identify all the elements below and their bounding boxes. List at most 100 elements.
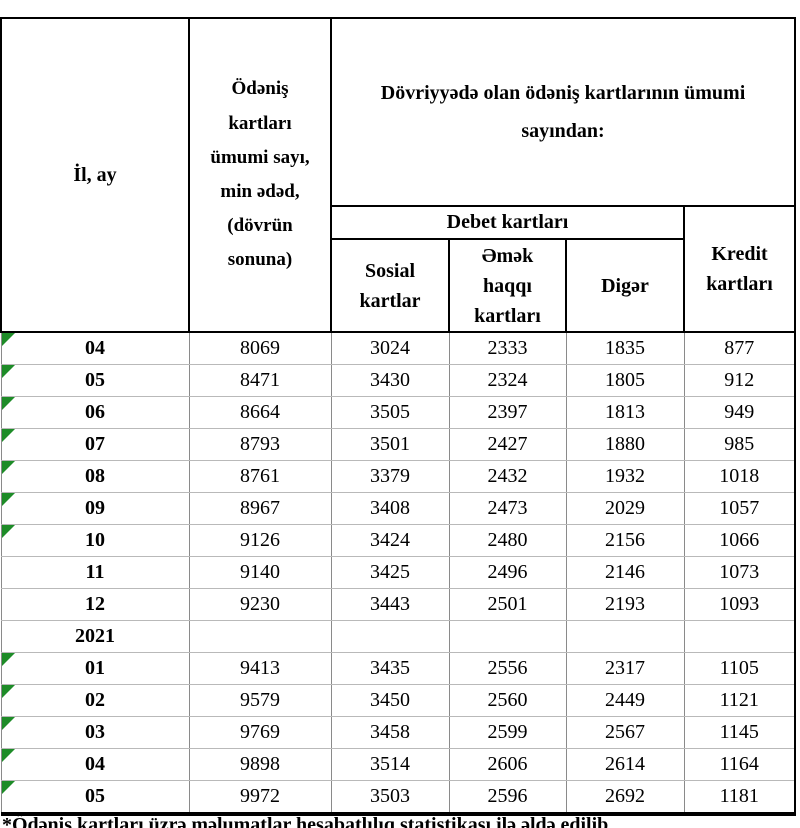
cell-total: 9898 xyxy=(188,748,332,781)
table-row: 05 9972 3503 2596 2692 1181 xyxy=(0,780,796,815)
table-row: 01 9413 3435 2556 2317 1105 xyxy=(0,652,796,685)
period-label: 09 xyxy=(85,497,105,519)
period-label: 01 xyxy=(85,657,105,679)
cell-credit: 912 xyxy=(683,364,796,397)
footnote: *Ödəniş kartları üzrə məlumatlar hesabat… xyxy=(2,814,609,828)
table-row: 2021 xyxy=(0,620,796,653)
excel-flag-icon xyxy=(1,653,15,666)
cell-total: 9972 xyxy=(188,780,332,815)
cell-period: 05 xyxy=(0,780,190,815)
cell-salary: 2480 xyxy=(448,524,567,557)
cell-period: 2021 xyxy=(0,620,190,653)
cell-total: 8471 xyxy=(188,364,332,397)
cell-credit: 1181 xyxy=(683,780,796,815)
cell-social: 3435 xyxy=(330,652,450,685)
table-header: İl, ay Ödəniş kartları ümumi sayı, min ə… xyxy=(0,17,797,333)
cell-salary: 2473 xyxy=(448,492,567,525)
cell-social: 3505 xyxy=(330,396,450,429)
header-year-month: İl, ay xyxy=(0,17,190,333)
excel-flag-icon xyxy=(1,397,15,410)
cell-social: 3501 xyxy=(330,428,450,461)
cell-total: 8967 xyxy=(188,492,332,525)
cell-total: 8793 xyxy=(188,428,332,461)
cell-credit: 949 xyxy=(683,396,796,429)
excel-flag-icon xyxy=(1,493,15,506)
excel-flag-icon xyxy=(1,749,15,762)
period-label: 08 xyxy=(85,465,105,487)
period-label: 07 xyxy=(85,433,105,455)
cell-other: 2029 xyxy=(565,492,685,525)
cell-credit: 1018 xyxy=(683,460,796,493)
cell-other: 2692 xyxy=(565,780,685,815)
cell-salary: 2427 xyxy=(448,428,567,461)
table-row: 09 8967 3408 2473 2029 1057 xyxy=(0,492,796,525)
header-row-3: Sosial kartlar Əmək haqqı kartları Digər xyxy=(1,238,795,333)
cell-other: 2156 xyxy=(565,524,685,557)
header-circulation-group: Dövriyyədə olan ödəniş kartlarının ümumi… xyxy=(329,17,797,207)
cell-other: 1813 xyxy=(565,396,685,429)
cell-period: 05 xyxy=(0,364,190,397)
cell-credit: 1093 xyxy=(683,588,796,621)
cell-other: 1880 xyxy=(565,428,685,461)
cell-total: 8069 xyxy=(188,331,332,365)
cell-period: 02 xyxy=(0,684,190,717)
table-row: 04 8069 3024 2333 1835 877 xyxy=(0,331,796,365)
header-total-cards: Ödəniş kartları ümumi sayı, min ədəd, (d… xyxy=(188,17,332,333)
excel-flag-icon xyxy=(1,685,15,698)
cell-other: 2146 xyxy=(565,556,685,589)
cell-credit: 877 xyxy=(683,331,796,365)
excel-flag-icon xyxy=(1,461,15,474)
cell-salary: 2501 xyxy=(448,588,567,621)
cell-total: 9126 xyxy=(188,524,332,557)
period-label: 03 xyxy=(85,721,105,743)
cell-period: 06 xyxy=(0,396,190,429)
cell-other: 1835 xyxy=(565,331,685,365)
excel-flag-icon xyxy=(1,717,15,730)
cell-total xyxy=(188,620,332,653)
cell-credit: 1066 xyxy=(683,524,796,557)
cell-total: 9769 xyxy=(188,716,332,749)
cell-other: 2317 xyxy=(565,652,685,685)
table-row: 04 9898 3514 2606 2614 1164 xyxy=(0,748,796,781)
cell-salary: 2333 xyxy=(448,331,567,365)
period-label: 04 xyxy=(85,753,105,775)
table-row: 12 9230 3443 2501 2193 1093 xyxy=(0,588,796,621)
cell-credit: 1145 xyxy=(683,716,796,749)
header-row-1: İl, ay Ödəniş kartları ümumi sayı, min ə… xyxy=(0,17,797,333)
cell-total: 9230 xyxy=(188,588,332,621)
cell-other: 2614 xyxy=(565,748,685,781)
header-social-cards: Sosial kartlar xyxy=(330,238,450,333)
header-row-2: Debet kartları Kredit kartları xyxy=(1,205,797,333)
excel-flag-icon xyxy=(1,365,15,378)
payment-cards-table: İl, ay Ödəniş kartları ümumi sayı, min ə… xyxy=(0,17,797,816)
period-label: 02 xyxy=(85,689,105,711)
cell-total: 9140 xyxy=(188,556,332,589)
table-row: 10 9126 3424 2480 2156 1066 xyxy=(0,524,796,557)
cell-salary: 2397 xyxy=(448,396,567,429)
cell-salary xyxy=(448,620,567,653)
cell-other: 1932 xyxy=(565,460,685,493)
cell-total: 8664 xyxy=(188,396,332,429)
cell-social: 3425 xyxy=(330,556,450,589)
excel-flag-icon xyxy=(1,429,15,442)
cell-total: 8761 xyxy=(188,460,332,493)
cell-credit: 1057 xyxy=(683,492,796,525)
excel-flag-icon xyxy=(1,333,15,346)
cell-salary: 2432 xyxy=(448,460,567,493)
period-label: 2021 xyxy=(75,625,115,647)
period-label: 06 xyxy=(85,401,105,423)
table-row: 08 8761 3379 2432 1932 1018 xyxy=(0,460,796,493)
cell-social: 3408 xyxy=(330,492,450,525)
excel-flag-icon xyxy=(1,525,15,538)
period-label: 04 xyxy=(85,337,105,359)
header-other-cards: Digər xyxy=(565,238,685,333)
table-row: 07 8793 3501 2427 1880 985 xyxy=(0,428,796,461)
cell-social: 3379 xyxy=(330,460,450,493)
cell-total: 9413 xyxy=(188,652,332,685)
cell-social: 3503 xyxy=(330,780,450,815)
table-row: 05 8471 3430 2324 1805 912 xyxy=(0,364,796,397)
cell-total: 9579 xyxy=(188,684,332,717)
cell-period: 09 xyxy=(0,492,190,525)
cell-social: 3443 xyxy=(330,588,450,621)
